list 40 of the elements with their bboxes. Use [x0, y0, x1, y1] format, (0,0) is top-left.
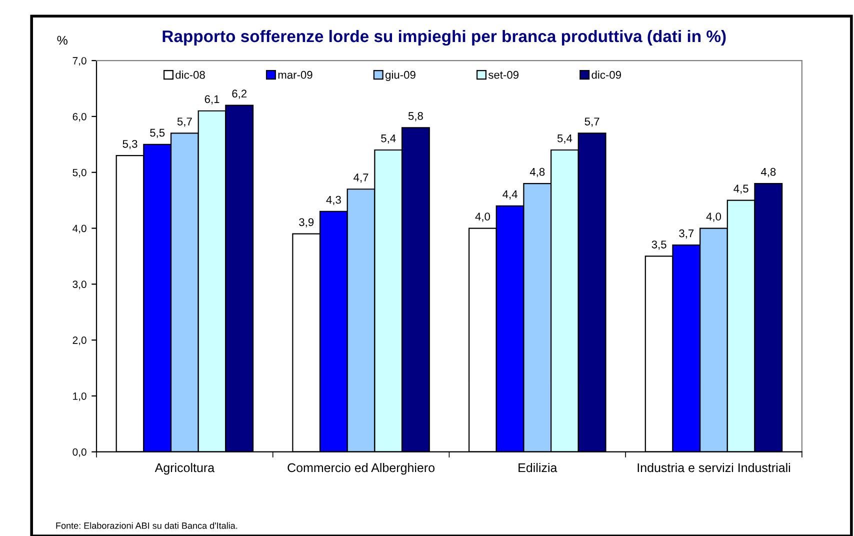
data-label: 4,5 [734, 184, 748, 194]
data-label: 4,7 [354, 174, 368, 183]
data-label: 4,8 [760, 168, 776, 178]
y-tick-label: 0,0 [72, 448, 86, 457]
y-tick-label: 6,0 [72, 112, 86, 122]
data-label: 5,4 [381, 134, 396, 144]
data-label: 5,7 [584, 118, 600, 127]
x-tick-label: Edilizia [518, 462, 558, 472]
y-tick-label: 3,0 [72, 280, 86, 290]
data-label: 5,5 [150, 128, 165, 138]
data-label: 6,2 [232, 90, 247, 99]
y-tick-label: 2,0 [72, 336, 86, 346]
y-tick-label: 7,0 [72, 57, 86, 66]
y-tick-label: 5,0 [72, 168, 86, 178]
x-tick-label: Commercio ed Alberghiero [288, 462, 435, 475]
data-label: 4,4 [502, 190, 518, 200]
data-label: 5,8 [408, 112, 423, 122]
source-note: Fonte: Elaborazioni ABI su dati Banca d'Italia. [56, 522, 238, 529]
y-tick-label: 1,0 [73, 392, 86, 402]
data-label: 6,1 [204, 95, 220, 104]
x-tick-label: Industria e servizi Industriali [638, 462, 790, 472]
data-label: 3,5 [652, 240, 666, 250]
y-axis-title: % [57, 36, 68, 45]
y-tick-label: 4,0 [72, 224, 86, 234]
legend-label: dic-08 [176, 70, 205, 79]
data-label: 3,7 [679, 229, 694, 239]
data-label: 4,0 [475, 212, 490, 222]
data-label: 4,0 [706, 212, 722, 222]
data-label: 5,3 [122, 140, 138, 150]
chart-title: Rapporto sofferenze lorde su impieghi per branca produttiva (dati in %) [162, 30, 726, 46]
data-label: 4,3 [326, 196, 341, 206]
legend-label: dic-09 [592, 70, 621, 79]
data-label: 5,7 [177, 118, 192, 127]
data-label: 4,8 [530, 168, 545, 178]
x-tick-label: Agricoltura [154, 462, 215, 475]
data-label: 3,9 [299, 218, 314, 228]
legend-label: set-09 [488, 70, 518, 79]
data-label: 5,4 [557, 134, 572, 144]
legend-label: giu-09 [386, 70, 416, 81]
legend-label: mar-09 [278, 70, 312, 79]
